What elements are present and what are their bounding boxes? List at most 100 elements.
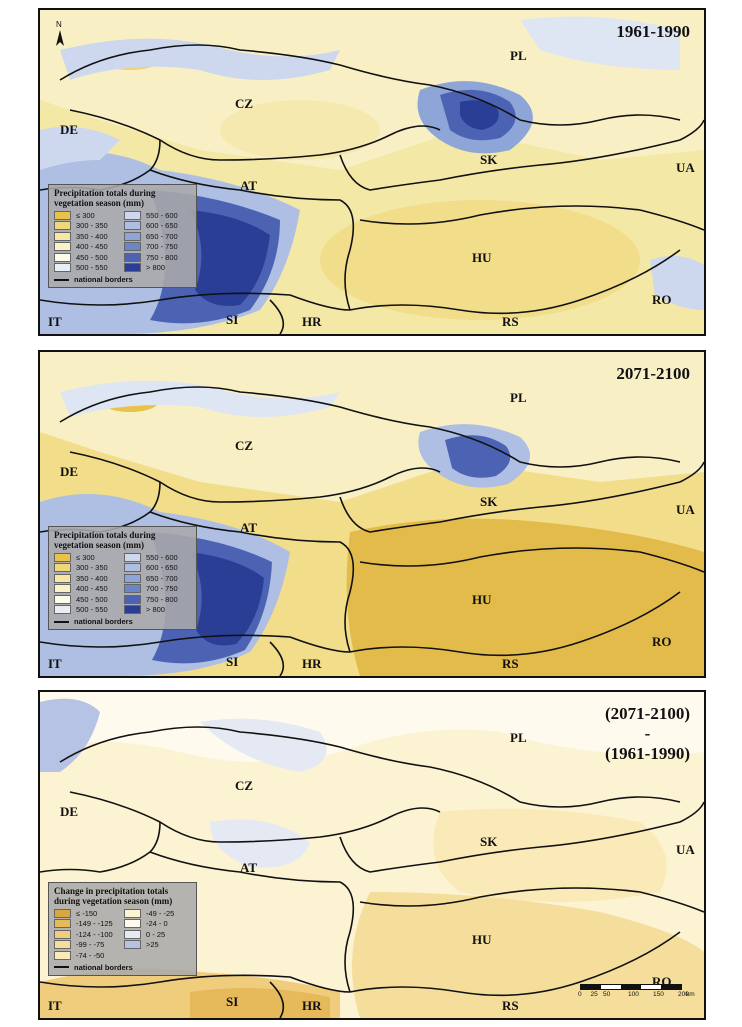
legend-label: -99 - -75 <box>76 940 105 950</box>
legend-swatch <box>54 252 71 262</box>
legend-item: > 800 <box>124 263 192 274</box>
legend-item: 500 - 550 <box>54 263 122 274</box>
legend-swatch <box>54 573 71 583</box>
legend-swatch <box>54 929 71 939</box>
scale-tick-label: 0 <box>578 991 582 998</box>
legend-classes: ≤ 300 300 - 350 350 - 400 400 - 450 450 - 50… <box>54 210 192 273</box>
legend-border-label: national borders <box>74 275 133 284</box>
map-legend: Precipitation totals during vegetation se… <box>48 526 197 630</box>
legend-swatch <box>54 594 71 604</box>
legend-label: >25 <box>146 940 159 950</box>
legend-label: 700 - 750 <box>146 242 178 252</box>
legend-item: > 800 <box>124 605 192 616</box>
legend-title-line: Precipitation totals during <box>54 188 156 198</box>
legend-label: 350 - 400 <box>76 231 108 241</box>
country-label-de: DE <box>60 804 79 819</box>
legend-swatch <box>124 263 141 273</box>
legend-item: 550 - 600 <box>124 210 192 221</box>
legend-swatch <box>124 242 141 252</box>
country-label-sk: SK <box>480 152 498 167</box>
period-line: (1961-1990) <box>605 744 690 763</box>
legend-label: 400 - 450 <box>76 242 108 252</box>
legend-item: ≤ 300 <box>54 552 122 563</box>
legend-border-label: national borders <box>74 617 133 626</box>
legend-swatch <box>124 940 141 950</box>
legend-label: 650 - 700 <box>146 573 178 583</box>
legend-swatch <box>124 221 141 231</box>
legend-swatch <box>54 221 71 231</box>
scale-tick-label: 50 <box>603 991 611 998</box>
country-label-it: IT <box>48 656 62 671</box>
legend-swatch <box>124 908 141 918</box>
legend-label: 750 - 800 <box>146 594 178 604</box>
legend-swatch <box>54 242 71 252</box>
country-label-hu: HU <box>472 592 492 607</box>
legend-item: -74 - -50 <box>54 950 122 961</box>
legend-item: 550 - 600 <box>124 552 192 563</box>
legend-border-item: national borders <box>54 617 192 626</box>
legend-item: 450 - 500 <box>54 252 122 263</box>
legend-label: -74 - -50 <box>76 950 105 960</box>
legend-swatch <box>54 552 71 562</box>
legend-item: 650 - 700 <box>124 231 192 242</box>
scale-unit-label: km <box>686 991 695 998</box>
legend-label: 350 - 400 <box>76 573 108 583</box>
country-label-at: AT <box>240 860 258 875</box>
country-label-rs: RS <box>502 998 519 1013</box>
legend-item: 350 - 400 <box>54 231 122 242</box>
legend-label: ≤ 300 <box>76 552 95 562</box>
scale-tick-label: 100 <box>628 991 639 998</box>
country-label-ro: RO <box>652 292 672 307</box>
country-label-sk: SK <box>480 494 498 509</box>
scale-tick-label: 150 <box>653 991 664 998</box>
legend-label: 300 - 350 <box>76 221 108 231</box>
country-label-it: IT <box>48 998 62 1013</box>
legend-label: 400 - 450 <box>76 584 108 594</box>
legend-item: ≤ 300 <box>54 210 122 221</box>
legend-swatch <box>54 605 71 615</box>
country-label-it: IT <box>48 314 62 329</box>
period-line: (2071-2100) <box>605 704 690 723</box>
legend-label: ≤ 300 <box>76 210 95 220</box>
legend-item: ≤ -150 <box>54 908 122 919</box>
legend-border-item: national borders <box>54 963 192 972</box>
legend-label: -124 - -100 <box>76 929 113 939</box>
legend-item: 750 - 800 <box>124 594 192 605</box>
country-label-hu: HU <box>472 250 492 265</box>
country-label-rs: RS <box>502 314 519 329</box>
legend-swatch <box>54 584 71 594</box>
legend-item: -149 - -125 <box>54 919 122 930</box>
legend-swatch <box>124 584 141 594</box>
map-panel-change: (2071-2100) - (1961-1990) Change in precip… <box>38 690 706 1020</box>
legend-title-line: Precipitation totals during <box>54 530 156 540</box>
legend-item: -49 - -25 <box>124 908 192 919</box>
legend-swatch <box>124 252 141 262</box>
legend-title: Precipitation totals during vegetation se… <box>54 188 192 208</box>
map-panel-2071-2100: 2071-2100 Precipitation totals during veg… <box>38 350 706 678</box>
legend-title-line: during vegetation season (mm) <box>54 896 173 906</box>
legend-item: 700 - 750 <box>124 584 192 595</box>
country-label-cz: CZ <box>235 96 254 111</box>
legend-label: 700 - 750 <box>146 584 178 594</box>
country-label-hr: HR <box>302 656 322 671</box>
country-label-sk: SK <box>480 834 498 849</box>
legend-title: Change in precipitation totals during veg… <box>54 886 192 906</box>
country-label-hr: HR <box>302 998 322 1013</box>
border-line-icon <box>54 278 69 281</box>
legend-item: -24 - 0 <box>124 919 192 930</box>
legend-item: 700 - 750 <box>124 242 192 253</box>
scale-tick-label: 200 <box>678 991 689 998</box>
country-label-cz: CZ <box>235 438 254 453</box>
legend-item: -99 - -75 <box>54 940 122 951</box>
legend-label: 500 - 550 <box>76 605 108 615</box>
legend-swatch <box>54 950 71 960</box>
scale-bar: 0 25 50 100 150 200 km <box>578 984 695 1006</box>
border-line-icon <box>54 620 69 623</box>
country-label-pl: PL <box>510 390 527 405</box>
country-label-de: DE <box>60 464 79 479</box>
legend-label: > 800 <box>146 263 165 273</box>
legend-label: > 800 <box>146 605 165 615</box>
country-label-si: SI <box>226 312 239 327</box>
legend-item: 400 - 450 <box>54 584 122 595</box>
map-panel-1961-1990: N 1961-1990 Precipitation totals during v… <box>38 8 706 336</box>
